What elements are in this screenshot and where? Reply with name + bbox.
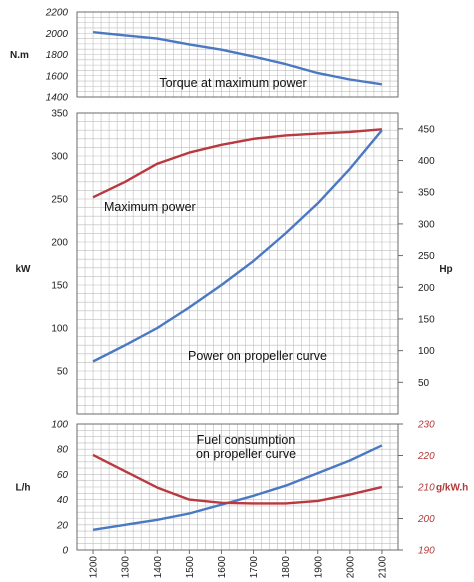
rpm-tick-label: 1600 (217, 556, 228, 579)
power-hp-tick-label: 400 (418, 156, 435, 167)
rpm-tick-label: 1200 (89, 556, 100, 579)
torque-y-tick-label: 1600 (46, 71, 69, 82)
fuel-consumption-annotation: Fuel consumption on propeller curve (196, 433, 296, 461)
power-kw-tick-label: 150 (51, 281, 68, 292)
rpm-tick-label: 2100 (377, 556, 388, 579)
torque-line (92, 31, 383, 86)
power-hp-tick-label: 250 (418, 251, 435, 262)
power-kw-tick-label: 350 (51, 109, 68, 120)
fuel-gkwh-tick-label: 220 (417, 451, 435, 462)
propeller-power-annotation: Power on propeller curve (188, 349, 327, 363)
power-hp-tick-label: 50 (418, 378, 430, 389)
rpm-tick-label: 1300 (121, 556, 132, 579)
fuel-gkwh-tick-label: 190 (418, 546, 435, 557)
torque-y-tick-label: 1800 (46, 50, 69, 61)
torque-chart-title: Torque at maximum power (159, 76, 306, 90)
panel-2-frame (76, 112, 399, 415)
power-kw-tick-label: 200 (51, 238, 68, 249)
panel-3-grid (77, 424, 398, 550)
rpm-tick-label: 1700 (249, 556, 260, 579)
power-right-axis-label: Hp (439, 264, 452, 275)
maximum-power-annotation: Maximum power (104, 200, 196, 214)
fuel-lh-tick-label: 0 (62, 546, 68, 557)
panel-1-grid (77, 12, 398, 97)
fuel-lh-tick-label: 40 (57, 495, 69, 506)
fuel-gkwh-tick-label: 230 (417, 420, 435, 431)
torque-y-tick-label: 1400 (46, 93, 69, 104)
rpm-tick-label: 1900 (313, 556, 324, 579)
fuel-left-axis-label: L/h (16, 483, 31, 494)
torque-y-tick-label: 2000 (45, 29, 69, 40)
power-kw-tick-label: 50 (57, 367, 69, 378)
specific-consumption-line (92, 453, 383, 505)
power-hp-tick-label: 150 (418, 314, 435, 325)
power-kw-tick-label: 300 (51, 152, 68, 163)
rpm-tick-label: 1500 (185, 556, 196, 579)
power-left-axis-label: kW (16, 264, 32, 275)
power-hp-tick-label: 450 (418, 124, 435, 135)
fuel-lh-tick-label: 80 (57, 445, 69, 456)
fuel-gkwh-tick-label: 210 (417, 483, 435, 494)
fuel-lh-tick-label: 60 (57, 470, 69, 481)
power-hp-tick-label: 100 (418, 346, 435, 357)
power-hp-tick-label: 350 (418, 188, 435, 199)
fuel-lh-tick-label: 20 (56, 520, 69, 531)
torque-y-tick-label: 2200 (45, 8, 69, 19)
power-kw-tick-label: 100 (51, 324, 68, 335)
propeller-power-line (92, 129, 383, 363)
panel-1-frame (76, 11, 399, 98)
fuel-annotation-line: on propeller curve (196, 447, 296, 461)
fuel-right-axis-label: g/kW.h (436, 483, 468, 494)
torque-y-axis-label: N.m (10, 50, 29, 61)
fuel-lh-tick-label: 100 (51, 420, 68, 431)
power-kw-tick-label: 250 (51, 195, 68, 206)
fuel-gkwh-tick-label: 200 (417, 514, 435, 525)
fuel-consumption-line (92, 444, 383, 531)
panel-2-grid (77, 113, 398, 414)
rpm-tick-label: 2000 (345, 556, 356, 579)
power-hp-tick-label: 300 (418, 219, 435, 230)
rpm-tick-label: 1400 (153, 556, 164, 579)
rpm-tick-label: 1800 (281, 556, 292, 579)
fuel-annotation-line: Fuel consumption (197, 433, 296, 447)
power-hp-tick-label: 200 (418, 283, 435, 294)
maximum-power-line (92, 128, 382, 199)
